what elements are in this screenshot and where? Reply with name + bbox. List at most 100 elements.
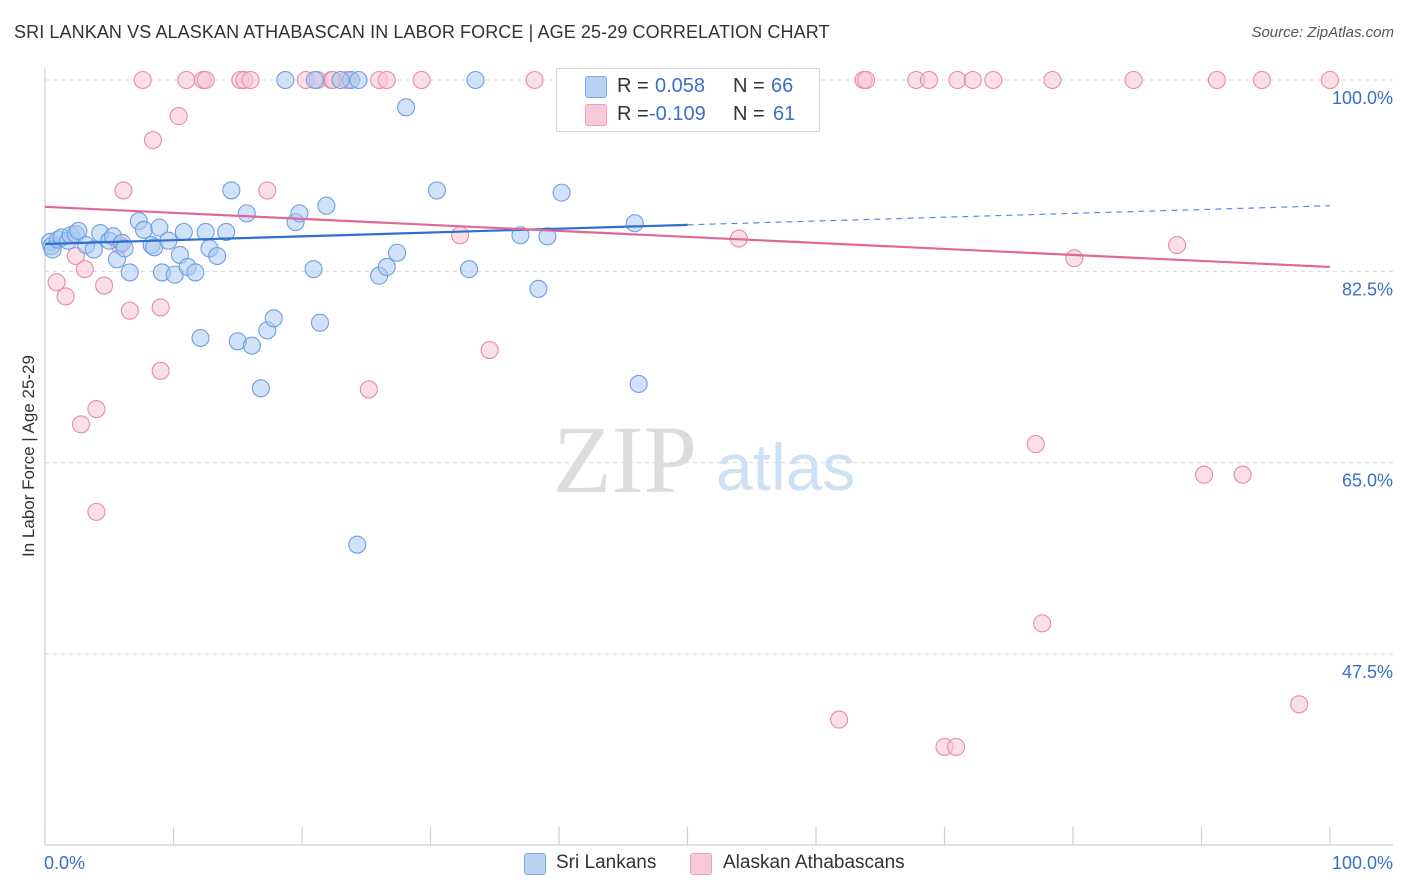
data-point-sri-lankan (186, 263, 205, 282)
watermark-zip: ZIP (553, 406, 697, 513)
data-point-alaskan-athabascan (359, 380, 378, 399)
data-point-alaskan-athabascan (1207, 70, 1226, 90)
x-tick-label: 100.0% (1332, 853, 1393, 873)
trend-line-alaskan-athabascans (44, 205, 1331, 269)
legend-n-label: N = (733, 75, 765, 97)
bottom-legend: Sri Lankans Alaskan Athabascans (0, 852, 1406, 878)
data-point-sri-lankan (310, 313, 330, 332)
tick-labels: 47.5% 65.0% 82.5% 100.0% 0.0% 100.0% (44, 88, 1393, 873)
legend-n-label: N = (733, 103, 765, 125)
data-point-alaskan-athabascan (258, 181, 277, 200)
data-point-alaskan-athabascan (151, 361, 170, 380)
data-point-alaskan-athabascan (948, 70, 967, 90)
data-point-sri-lankan (237, 204, 256, 223)
data-point-alaskan-athabascan (857, 70, 876, 90)
x-tick-label: 0.0% (44, 853, 85, 873)
data-point-alaskan-athabascan (56, 287, 75, 306)
legend-r-label: R = (617, 75, 649, 97)
data-point-sri-lankan (217, 222, 236, 242)
data-point-alaskan-athabascan (87, 400, 106, 419)
data-point-alaskan-athabascan (377, 70, 396, 90)
data-point-alaskan-athabascan (963, 70, 982, 90)
data-point-alaskan-athabascan (241, 70, 260, 90)
data-point-alaskan-athabascan (1033, 614, 1052, 633)
axes (44, 68, 1393, 846)
data-point-alaskan-athabascan (830, 710, 849, 729)
legend-r-label: R = (617, 103, 649, 125)
data-point-sri-lankan (305, 70, 324, 90)
data-point-alaskan-athabascan (177, 70, 196, 90)
data-point-sri-lankan (397, 98, 416, 117)
chart-title: SRI LANKAN VS ALASKAN ATHABASCAN IN LABO… (14, 22, 830, 42)
data-point-alaskan-athabascan (151, 298, 170, 317)
data-point-alaskan-athabascan (1233, 465, 1252, 484)
data-point-alaskan-athabascan (196, 70, 215, 90)
data-point-sri-lankan (222, 181, 241, 200)
data-point-alaskan-athabascan (1026, 435, 1045, 454)
data-point-sri-lankan (150, 218, 169, 237)
data-point-sri-lankan (264, 309, 283, 328)
data-point-alaskan-athabascan (920, 70, 939, 90)
data-point-alaskan-athabascan (947, 737, 966, 756)
legend-label-alaskan-athabascans: Alaskan Athabascans (723, 852, 905, 873)
data-point-sri-lankan (84, 240, 103, 259)
data-point-alaskan-athabascan (120, 301, 139, 320)
source-credit: Source: ZipAtlas.com (1251, 24, 1394, 41)
data-point-sri-lankan (174, 222, 193, 242)
data-point-sri-lankan (317, 196, 336, 215)
data-point-alaskan-athabascan (1043, 70, 1062, 90)
data-point-sri-lankan (538, 227, 557, 246)
data-point-sri-lankan (459, 260, 479, 279)
data-point-sri-lankan (115, 239, 134, 258)
data-point-sri-lankan (69, 221, 88, 240)
data-point-sri-lankan (304, 260, 323, 279)
trend-line-sri-lankans-extrapolated (687, 205, 1331, 226)
data-point-alaskan-athabascan (1320, 70, 1340, 90)
data-point-alaskan-athabascan (480, 341, 499, 360)
data-point-sri-lankan (466, 70, 485, 90)
data-point-alaskan-athabascan (71, 415, 91, 434)
data-point-sri-lankan (427, 181, 446, 200)
legend-swatch-alaskan-athabascans (690, 853, 712, 875)
data-point-sri-lankan (348, 535, 367, 554)
data-point-sri-lankan (629, 374, 648, 393)
data-point-sri-lankan (251, 379, 270, 398)
data-point-alaskan-athabascan (1252, 70, 1271, 90)
trend-line-sri-lankans (44, 223, 688, 246)
data-point-sri-lankan (208, 246, 227, 266)
data-point-sri-lankan (552, 183, 571, 202)
data-point-sri-lankan (331, 70, 350, 90)
data-point-alaskan-athabascan (412, 70, 431, 90)
y-tick-label: 65.0% (1342, 471, 1393, 491)
data-point-alaskan-athabascan (169, 107, 188, 126)
data-point-alaskan-athabascan (95, 276, 114, 295)
data-point-alaskan-athabascan (1168, 236, 1187, 255)
y-tick-label: 47.5% (1342, 662, 1393, 682)
data-point-alaskan-athabascan (47, 273, 66, 292)
data-point-alaskan-athabascan (451, 226, 470, 245)
data-point-alaskan-athabascan (525, 70, 544, 90)
data-point-sri-lankan (625, 214, 644, 233)
legend-r-value: -0.109 (649, 103, 706, 125)
data-point-sri-lankan (120, 263, 139, 282)
data-point-alaskan-athabascan (1195, 465, 1214, 484)
legend-r-value: 0.058 (655, 75, 706, 97)
legend-swatch-sri-lankans (585, 76, 607, 98)
data-point-sri-lankan (191, 328, 210, 348)
data-point-alaskan-athabascan (114, 181, 133, 200)
y-axis-label: In Labor Force | Age 25-29 (19, 355, 38, 557)
y-tick-label: 82.5% (1342, 279, 1393, 299)
data-point-sri-lankan (242, 336, 261, 355)
data-point-sri-lankan (349, 70, 368, 90)
series-sri-lankans (41, 70, 648, 554)
data-point-sri-lankan (276, 70, 295, 90)
data-point-sri-lankan (388, 243, 407, 262)
data-point-sri-lankan (196, 222, 215, 242)
legend-swatch-alaskan-athabascans (585, 104, 607, 126)
y-tick-label: 100.0% (1332, 88, 1393, 108)
data-point-alaskan-athabascan (1124, 70, 1143, 90)
data-point-alaskan-athabascan (143, 131, 162, 150)
data-point-alaskan-athabascan (1290, 695, 1309, 714)
data-point-sri-lankan (377, 257, 396, 277)
